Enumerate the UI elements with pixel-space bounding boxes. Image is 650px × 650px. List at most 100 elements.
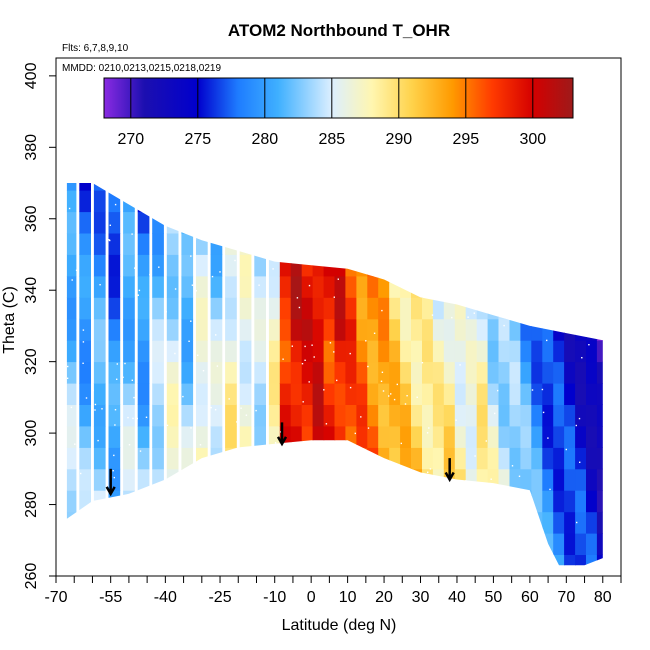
heatmap-cell: [239, 254, 252, 277]
heatmap-cell: [334, 183, 347, 191]
heatmap-cell: [509, 183, 522, 191]
heatmap-cell: [367, 183, 379, 191]
heatmap-cell: [152, 533, 164, 555]
heatmap-cell: [542, 297, 554, 320]
heatmap-cell: [312, 361, 325, 384]
heatmap-cell: [411, 275, 423, 298]
heatmap-cell: [586, 275, 598, 298]
heatmap-cell: [564, 211, 576, 234]
plot-area: [66, 183, 603, 566]
data-point: [240, 407, 242, 409]
data-point: [191, 284, 194, 286]
data-point: [490, 478, 492, 480]
data-point: [445, 299, 447, 301]
heatmap-cell: [411, 361, 423, 384]
heatmap-cell: [323, 447, 336, 470]
data-point: [313, 356, 315, 358]
heatmap-cell: [487, 404, 500, 427]
data-point: [258, 284, 260, 286]
heatmap-cell: [279, 183, 292, 191]
heatmap-cell: [476, 447, 489, 470]
heatmap-cell: [586, 190, 598, 213]
heatmap-cell: [345, 318, 358, 341]
heatmap-cell: [542, 233, 554, 255]
data-point: [251, 388, 253, 390]
heatmap-cell: [476, 468, 489, 491]
data-point: [319, 446, 321, 448]
heatmap-cell: [575, 383, 587, 405]
heatmap-cell: [400, 318, 412, 341]
heatmap-cell: [509, 490, 522, 513]
heatmap-cell: [181, 275, 194, 298]
heatmap-cell: [225, 183, 237, 191]
data-point: [77, 422, 79, 425]
heatmap-cell: [268, 183, 281, 191]
data-point: [302, 401, 304, 403]
data-point: [581, 241, 584, 243]
heatmap-cell: [422, 490, 434, 513]
heatmap-cell: [301, 233, 314, 255]
heatmap-cell: [487, 447, 500, 470]
data-point: [85, 397, 88, 399]
heatmap-cell: [254, 383, 266, 405]
data-point: [219, 271, 221, 273]
heatmap-cell: [400, 533, 412, 555]
heatmap-cell: [586, 554, 598, 566]
heatmap-cell: [181, 340, 194, 363]
data-point: [356, 505, 358, 507]
heatmap-cell: [301, 254, 314, 277]
data-point: [283, 487, 285, 489]
data-point: [121, 389, 123, 392]
heatmap-cell: [196, 233, 208, 255]
heatmap-cell: [181, 318, 194, 341]
data-point: [116, 363, 118, 365]
heatmap-cell: [520, 254, 533, 277]
heatmap-cell: [531, 468, 543, 491]
heatmap-cell: [210, 533, 223, 555]
heatmap-cell: [79, 340, 91, 363]
heatmap-cell: [531, 447, 543, 470]
heatmap-cell: [432, 211, 445, 234]
heatmap-cell: [334, 490, 347, 513]
heatmap-cell: [498, 233, 511, 255]
heatmap-cell: [432, 533, 445, 555]
heatmap-cell: [531, 190, 543, 213]
heatmap-cell: [210, 361, 223, 384]
heatmap-cell: [432, 468, 445, 491]
heatmap-cell: [378, 190, 390, 213]
heatmap-cell: [254, 340, 266, 363]
heatmap-cell: [166, 511, 179, 534]
heatmap-cell: [345, 183, 358, 191]
data-point: [94, 403, 97, 406]
heatmap-cell: [345, 426, 358, 448]
heatmap-cell: [345, 533, 358, 555]
heatmap-cell: [108, 426, 121, 448]
heatmap-cell: [66, 533, 77, 555]
heatmap-cell: [301, 340, 314, 363]
data-point: [269, 225, 271, 228]
heatmap-cell: [181, 233, 194, 255]
heatmap-cell: [542, 254, 554, 277]
heatmap-cell: [345, 447, 358, 470]
heatmap-cell: [520, 490, 533, 513]
data-point: [521, 280, 523, 283]
heatmap-cell: [542, 533, 554, 555]
heatmap-cell: [465, 340, 478, 363]
data-point: [195, 290, 197, 292]
data-point: [190, 320, 192, 322]
data-point: [131, 379, 133, 381]
data-point: [166, 424, 169, 427]
heatmap-cell: [290, 447, 303, 470]
heatmap-cell: [108, 254, 121, 277]
data-point: [114, 203, 117, 206]
heatmap-cell: [239, 426, 252, 448]
data-point: [579, 461, 581, 463]
heatmap-cell: [279, 533, 292, 555]
heatmap-cell: [422, 511, 434, 534]
heatmap-cell: [123, 361, 135, 384]
heatmap-cell: [422, 297, 434, 320]
heatmap-cell: [239, 490, 252, 513]
heatmap-cell: [108, 468, 121, 491]
heatmap-cell: [564, 361, 576, 384]
